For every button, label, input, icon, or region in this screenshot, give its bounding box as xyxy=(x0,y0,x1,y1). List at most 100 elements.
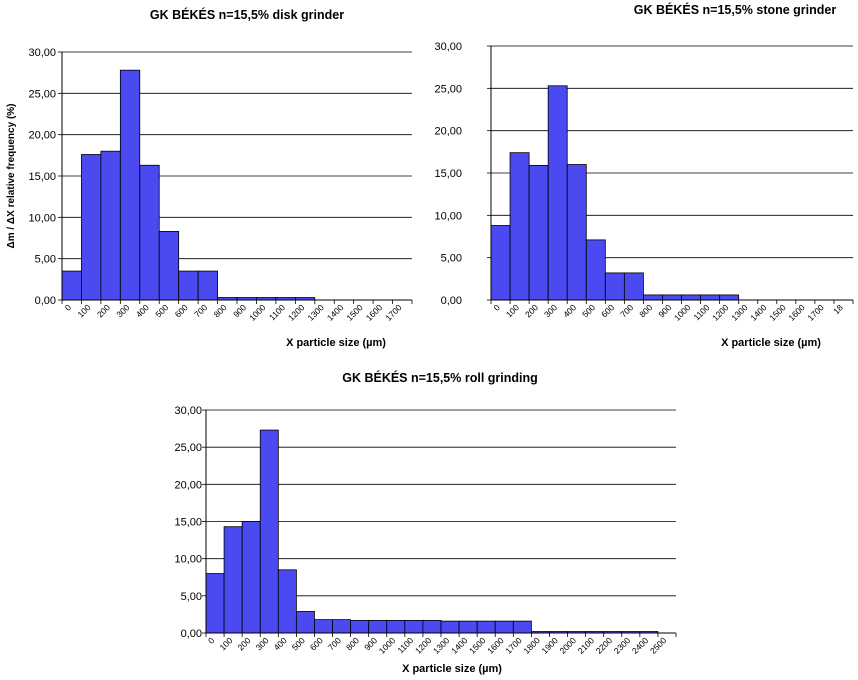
y-tick-label: 10,00 xyxy=(28,212,56,224)
x-tick-label: 1900 xyxy=(539,635,560,656)
y-tick-label: 0,00 xyxy=(441,295,462,307)
bar-800 xyxy=(643,294,663,301)
x-tick-label: 1700 xyxy=(383,302,404,323)
bar-600 xyxy=(604,272,625,301)
x-tick-label: 1000 xyxy=(377,635,398,656)
x-tick-label: 500 xyxy=(580,302,597,319)
bar-500 xyxy=(585,239,606,301)
y-tick-label: 25,00 xyxy=(28,88,56,100)
x-tick-label: 2000 xyxy=(558,635,579,656)
x-tick-label: 200 xyxy=(523,302,540,319)
bar-600 xyxy=(314,619,333,634)
y-tick-label: 20,00 xyxy=(434,126,462,138)
x-tick-label: 2300 xyxy=(612,635,633,656)
bar-1000 xyxy=(386,619,406,634)
bar-300 xyxy=(259,429,279,634)
bar-1400 xyxy=(458,620,478,634)
y-tick-label: 30,00 xyxy=(434,41,462,53)
x-tick-label: 900 xyxy=(656,302,673,319)
bar-300 xyxy=(547,85,568,301)
bar-1500 xyxy=(476,620,496,634)
x-tick-label: 400 xyxy=(272,635,289,652)
x-tick-label: 2200 xyxy=(594,635,615,656)
bar-500 xyxy=(158,230,180,301)
x-tick-label: 800 xyxy=(212,302,229,319)
x-tick-label: 2100 xyxy=(576,635,597,656)
x-tick-label: 1300 xyxy=(305,302,326,323)
bar-1600 xyxy=(494,620,514,634)
bar-700 xyxy=(623,272,644,301)
y-tick-label: 10,00 xyxy=(174,554,202,566)
y-tick-label: 10,00 xyxy=(434,210,462,222)
x-tick-label: 200 xyxy=(236,635,253,652)
x-tick-label: 0 xyxy=(206,635,217,646)
x-tick-label: 400 xyxy=(561,302,578,319)
y-tick-label: 15,00 xyxy=(434,168,462,180)
bar-200 xyxy=(528,164,549,301)
x-tick-label: 1000 xyxy=(247,302,268,323)
bar-100 xyxy=(509,152,530,301)
y-tick-label: 30,00 xyxy=(174,405,202,417)
x-tick-label: 700 xyxy=(326,635,343,652)
x-axis-label: X particle size (µm) xyxy=(721,337,821,349)
y-tick-label: 5,00 xyxy=(181,591,202,603)
y-tick-label: 5,00 xyxy=(35,254,56,266)
x-tick-label: 800 xyxy=(344,635,361,652)
x-tick-label: 300 xyxy=(254,635,271,652)
x-tick-label: 1500 xyxy=(467,635,488,656)
x-tick-label: 500 xyxy=(153,302,170,319)
x-tick-label: 300 xyxy=(114,302,131,319)
x-axis-label: X particle size (µm) xyxy=(402,663,502,675)
bar-100 xyxy=(81,154,102,301)
y-tick-label: 15,00 xyxy=(28,171,56,183)
x-tick-label: 800 xyxy=(637,302,654,319)
x-tick-label: 1100 xyxy=(267,302,287,322)
bar-1000 xyxy=(681,294,701,301)
bar-900 xyxy=(368,619,388,634)
bar-0 xyxy=(61,270,82,301)
x-axis-label: X particle size (µm) xyxy=(286,337,386,349)
bar-600 xyxy=(178,270,199,301)
bar-1100 xyxy=(700,294,721,301)
bar-0 xyxy=(490,225,511,301)
chart-roll: GK BÉKÉS n=15,5% roll grinding 0,00 5,00 10… xyxy=(174,370,677,675)
bar-900 xyxy=(662,294,682,301)
x-tick-label: 700 xyxy=(618,302,635,319)
x-tick-label: 1500 xyxy=(767,302,788,323)
chart-title: GK BÉKÉS n=15,5% roll grinding xyxy=(342,370,538,385)
y-tick-label: 20,00 xyxy=(174,479,202,491)
x-tick-label: 1400 xyxy=(449,635,470,656)
x-tick-label: 600 xyxy=(308,635,325,652)
y-tick-label: 0,00 xyxy=(35,295,56,307)
x-tick-label: 1200 xyxy=(413,635,434,656)
x-tick-label: 1500 xyxy=(344,302,365,323)
x-tick-label: 2400 xyxy=(630,635,651,656)
bar-1200 xyxy=(719,294,740,301)
x-tick-label: 1800 xyxy=(521,635,542,656)
x-tick-label: 1100 xyxy=(692,302,712,322)
x-tick-label: 100 xyxy=(504,302,521,319)
x-tick-label: 100 xyxy=(217,635,234,652)
x-tick-label: 1300 xyxy=(431,635,452,656)
y-tick-label: 20,00 xyxy=(28,130,56,142)
x-tick-label: 1600 xyxy=(364,302,385,323)
x-tick-label: 1600 xyxy=(786,302,807,323)
x-tick-label: 200 xyxy=(95,302,112,319)
x-tick-label: 100 xyxy=(75,302,92,319)
x-tick-label: 500 xyxy=(290,635,307,652)
bar-700 xyxy=(332,619,352,634)
bar-500 xyxy=(295,611,315,634)
x-tick-label: 1000 xyxy=(672,302,693,323)
chart-title: GK BÉKÉS n=15,5% disk grinder xyxy=(150,7,344,22)
bar-100 xyxy=(223,526,243,634)
x-tick-label: 900 xyxy=(231,302,248,319)
y-axis-label: Δm / ΔX relative frequency (%) xyxy=(6,104,17,249)
bar-400 xyxy=(277,569,297,634)
bar-1300 xyxy=(440,620,460,634)
bar-1700 xyxy=(512,620,532,634)
x-tick-label: 1200 xyxy=(710,302,731,323)
bar-700 xyxy=(197,270,218,301)
x-tick-label: 1600 xyxy=(485,635,506,656)
chart-title: GK BÉKÉS n=15,5% stone grinder xyxy=(634,2,837,17)
